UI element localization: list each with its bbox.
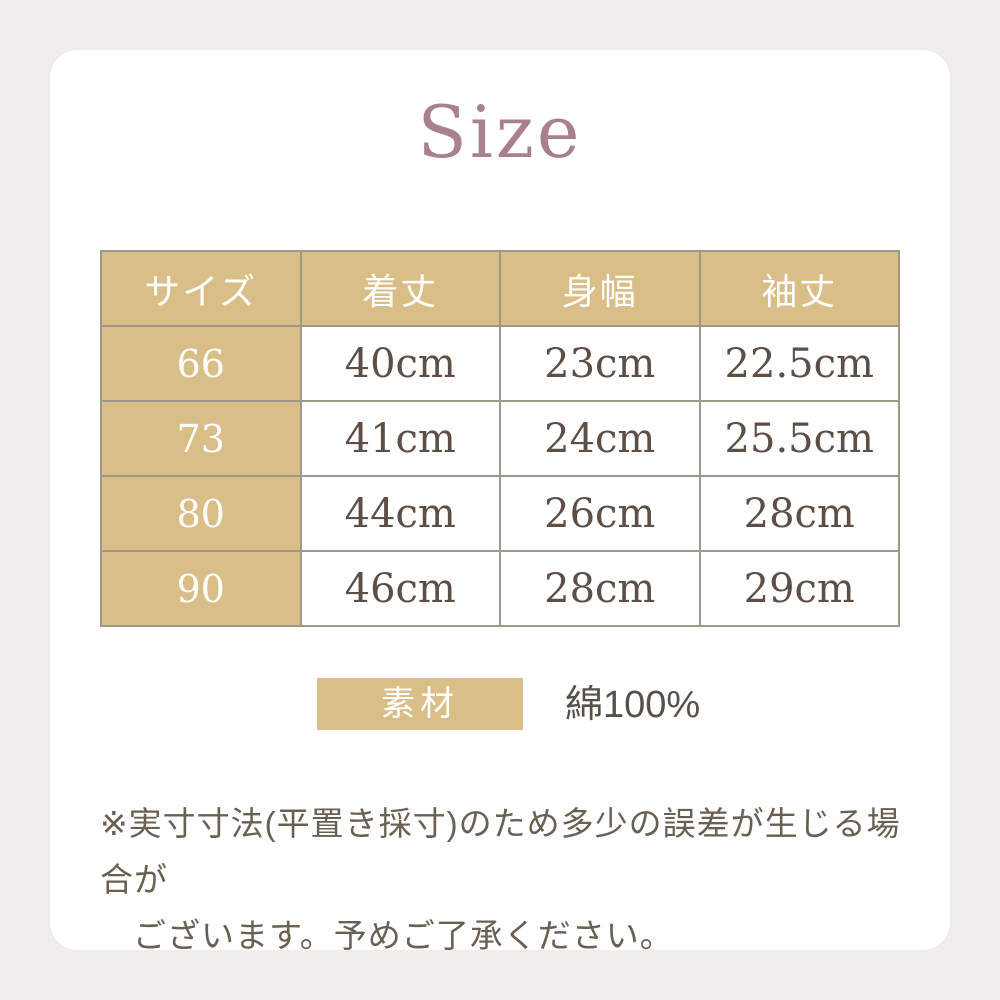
size-table: サイズ 着丈 身幅 袖丈 66 40cm 23cm 22.5cm 73 41cm… [100, 250, 900, 627]
cell-length: 44cm [299, 475, 501, 552]
header-cell-sleeve: 袖丈 [698, 250, 900, 327]
page-title: Size [417, 90, 583, 174]
measurement-note: ※実寸寸法(平置き採寸)のため多少の誤差が生じる場合が ございます。予めご了承く… [100, 796, 910, 964]
header-cell-size: サイズ [100, 250, 302, 327]
table-row: 80 44cm 26cm 28cm [100, 475, 900, 552]
table-header-row: サイズ 着丈 身幅 袖丈 [100, 250, 900, 327]
cell-sleeve: 28cm [698, 475, 900, 552]
header-cell-length: 着丈 [299, 250, 501, 327]
cell-length: 46cm [299, 550, 501, 627]
note-line-2: ございます。予めご了承ください。 [133, 917, 674, 954]
table-row: 90 46cm 28cm 29cm [100, 550, 900, 627]
cell-width: 24cm [499, 400, 701, 477]
cell-sleeve: 25.5cm [698, 400, 900, 477]
row-label: 66 [100, 325, 302, 402]
cell-width: 28cm [499, 550, 701, 627]
cell-width: 26cm [499, 475, 701, 552]
material-label: 素材 [317, 678, 523, 730]
row-label: 80 [100, 475, 302, 552]
table-row: 66 40cm 23cm 22.5cm [100, 325, 900, 402]
row-label: 73 [100, 400, 302, 477]
row-label: 90 [100, 550, 302, 627]
table-row: 73 41cm 24cm 25.5cm [100, 400, 900, 477]
cell-sleeve: 22.5cm [698, 325, 900, 402]
cell-width: 23cm [499, 325, 701, 402]
cell-length: 41cm [299, 400, 501, 477]
note-line-1: ※実寸寸法(平置き採寸)のため多少の誤差が生じる場合が [100, 805, 901, 898]
cell-sleeve: 29cm [698, 550, 900, 627]
material-value: 綿100% [565, 684, 701, 726]
material-row: 素材 綿100% [0, 678, 1000, 730]
cell-length: 40cm [299, 325, 501, 402]
header-cell-width: 身幅 [499, 250, 701, 327]
